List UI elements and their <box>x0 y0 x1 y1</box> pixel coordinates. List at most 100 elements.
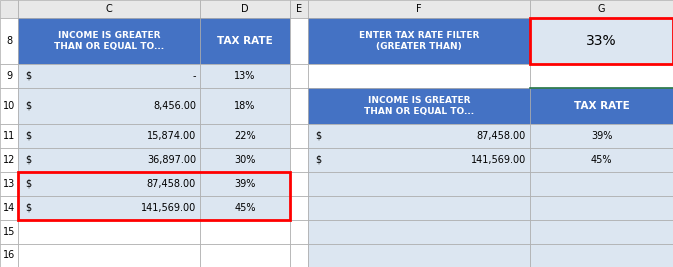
Text: 16: 16 <box>3 250 15 261</box>
Text: 11: 11 <box>3 131 15 141</box>
Text: -: - <box>192 71 196 81</box>
Bar <box>308 18 530 64</box>
Bar <box>18 196 200 220</box>
Text: 36,897.00: 36,897.00 <box>147 155 196 165</box>
Bar <box>0 124 18 148</box>
Bar <box>290 148 308 172</box>
Text: $: $ <box>25 179 31 189</box>
Bar <box>0 64 18 88</box>
Bar <box>0 18 18 64</box>
Text: 8,456.00: 8,456.00 <box>153 101 196 111</box>
Text: $: $ <box>25 101 31 111</box>
Bar <box>0 0 18 18</box>
Text: 13%: 13% <box>234 71 256 81</box>
Text: 22%: 22% <box>234 131 256 141</box>
Bar <box>18 64 200 88</box>
Bar <box>0 220 18 244</box>
Bar <box>530 220 673 244</box>
Bar <box>530 148 673 172</box>
Text: E: E <box>296 4 302 14</box>
Bar <box>308 196 530 220</box>
Bar <box>308 0 530 18</box>
Text: 10: 10 <box>3 101 15 111</box>
Bar <box>308 124 530 148</box>
Bar <box>200 64 290 88</box>
Bar <box>530 64 673 88</box>
Bar <box>200 18 290 64</box>
Bar <box>530 244 673 267</box>
Text: 39%: 39% <box>591 131 612 141</box>
Text: 12: 12 <box>3 155 15 165</box>
Bar <box>18 18 200 64</box>
Text: 87,458.00: 87,458.00 <box>476 131 526 141</box>
Bar <box>290 18 308 64</box>
Text: $: $ <box>315 131 321 141</box>
Text: INCOME IS GREATER
THAN OR EQUAL TO...: INCOME IS GREATER THAN OR EQUAL TO... <box>54 32 164 50</box>
Text: 9: 9 <box>6 71 12 81</box>
Text: 30%: 30% <box>234 155 256 165</box>
Bar <box>18 244 200 267</box>
Bar <box>530 124 673 148</box>
Bar <box>290 124 308 148</box>
Bar <box>18 172 200 196</box>
Bar <box>308 220 530 244</box>
Text: $: $ <box>25 71 31 81</box>
Bar <box>308 244 530 267</box>
Bar <box>18 88 200 124</box>
Text: 45%: 45% <box>591 155 612 165</box>
Bar <box>290 64 308 88</box>
Text: 87,458.00: 87,458.00 <box>147 179 196 189</box>
Bar <box>18 172 290 220</box>
Text: $: $ <box>25 155 31 165</box>
Bar <box>290 244 308 267</box>
Bar <box>18 220 200 244</box>
Text: 141,569.00: 141,569.00 <box>141 203 196 213</box>
Bar <box>530 18 673 64</box>
Bar <box>200 0 290 18</box>
Text: G: G <box>598 4 605 14</box>
Text: ENTER TAX RATE FILTER
(GREATER THAN): ENTER TAX RATE FILTER (GREATER THAN) <box>359 32 479 50</box>
Bar <box>18 0 200 18</box>
Bar <box>308 88 530 124</box>
Text: 45%: 45% <box>234 203 256 213</box>
Bar <box>530 18 673 64</box>
Bar <box>200 196 290 220</box>
Text: C: C <box>106 4 112 14</box>
Bar <box>290 172 308 196</box>
Text: 8: 8 <box>6 36 12 46</box>
Bar <box>308 172 530 196</box>
Text: 18%: 18% <box>234 101 256 111</box>
Bar <box>0 244 18 267</box>
Text: $: $ <box>315 155 321 165</box>
Text: D: D <box>241 4 249 14</box>
Text: 14: 14 <box>3 203 15 213</box>
Bar <box>530 172 673 196</box>
Text: $: $ <box>25 131 31 141</box>
Bar <box>530 0 673 18</box>
Bar <box>200 88 290 124</box>
Bar <box>308 64 530 88</box>
Bar <box>290 88 308 124</box>
Bar <box>200 148 290 172</box>
Bar <box>308 148 530 172</box>
Text: F: F <box>416 4 422 14</box>
Bar <box>18 148 200 172</box>
Text: 15: 15 <box>3 227 15 237</box>
Bar <box>0 148 18 172</box>
Text: $: $ <box>25 203 31 213</box>
Text: INCOME IS GREATER
THAN OR EQUAL TO...: INCOME IS GREATER THAN OR EQUAL TO... <box>364 96 474 116</box>
Bar <box>0 88 18 124</box>
Bar <box>530 88 673 124</box>
Bar <box>200 124 290 148</box>
Bar <box>290 220 308 244</box>
Text: 15,874.00: 15,874.00 <box>147 131 196 141</box>
Bar <box>290 196 308 220</box>
Text: 141,569.00: 141,569.00 <box>470 155 526 165</box>
Text: TAX RATE: TAX RATE <box>573 101 629 111</box>
Bar <box>200 244 290 267</box>
Bar <box>530 196 673 220</box>
Text: 13: 13 <box>3 179 15 189</box>
Text: TAX RATE: TAX RATE <box>217 36 273 46</box>
Bar <box>18 124 200 148</box>
Text: 39%: 39% <box>234 179 256 189</box>
